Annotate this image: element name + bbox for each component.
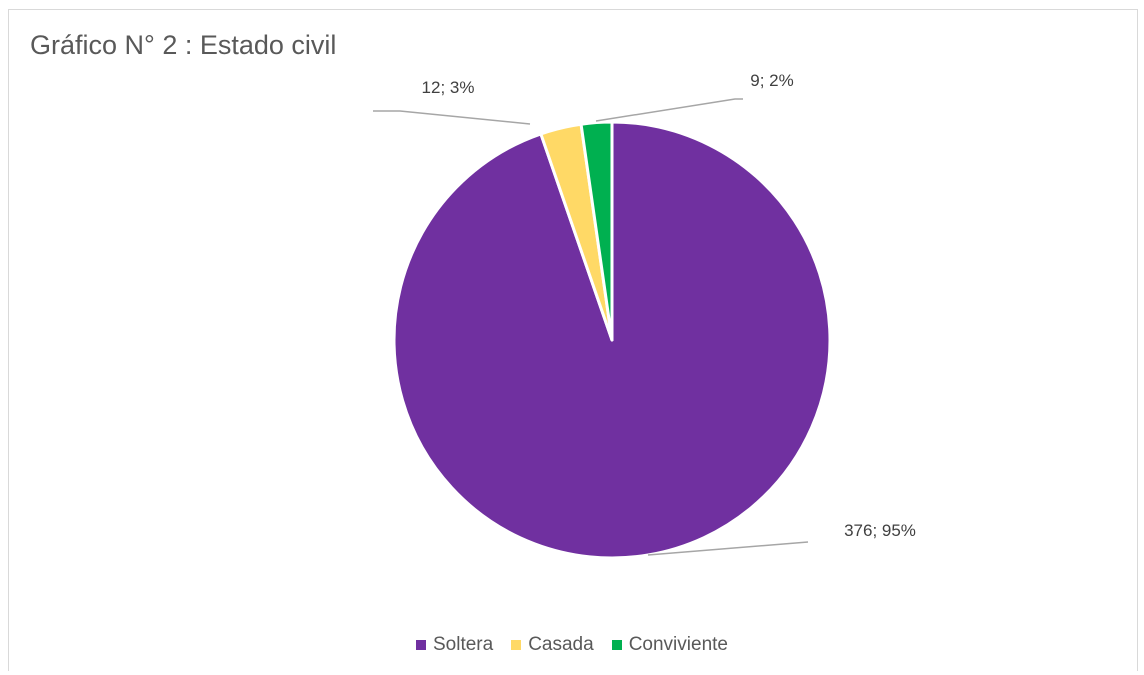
legend-swatch-casada [511, 640, 522, 650]
legend-item-conviviente: Conviviente [611, 634, 728, 656]
legend-label-conviviente: Conviviente [628, 634, 728, 655]
data-label-casada: 12; 3% [422, 78, 475, 97]
data-label-soltera: 376; 95% [844, 521, 916, 540]
legend-swatch-soltera [416, 640, 426, 650]
chart-title: Gráfico N° 2 : Estado civil [30, 30, 337, 60]
legend-item-soltera: Soltera [416, 634, 493, 656]
leader-line-conviviente [595, 98, 743, 122]
data-label-conviviente: 9; 2% [750, 71, 793, 90]
legend-label-soltera: Soltera [433, 634, 494, 655]
legend-item-casada: Casada [511, 634, 594, 656]
chart-legend: Soltera Casada Conviviente [0, 634, 1144, 656]
leader-line-casada [373, 110, 531, 125]
leader-line-soltera [647, 541, 809, 556]
chart-frame [8, 9, 1138, 671]
legend-label-casada: Casada [528, 634, 594, 655]
pie-slice-conviviente [579, 120, 614, 342]
legend-swatch-conviviente [611, 640, 622, 650]
